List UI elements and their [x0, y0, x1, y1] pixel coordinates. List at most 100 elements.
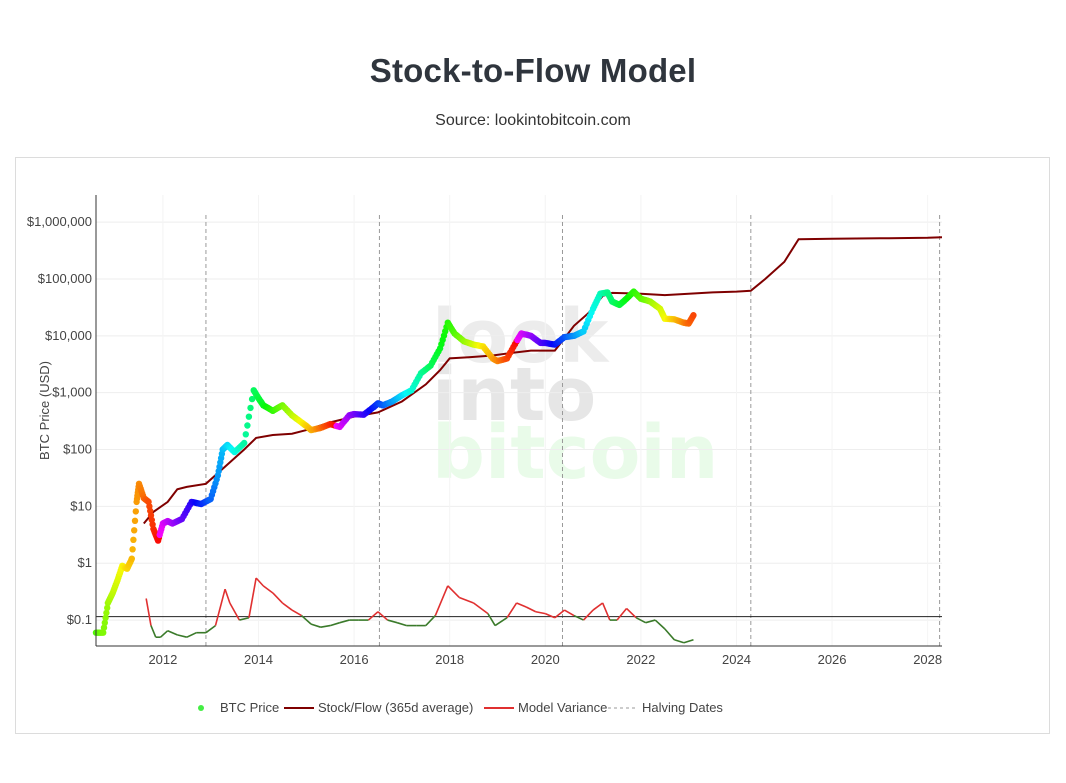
- x-tick-label: 2018: [435, 652, 464, 667]
- btc-price-point: [100, 624, 108, 631]
- series-layer: [92, 236, 943, 644]
- btc-price-point: [690, 312, 697, 319]
- btc-price-point: [103, 609, 110, 617]
- model-variance-segment: [177, 634, 188, 638]
- x-tick-label: 2012: [148, 652, 177, 667]
- model-variance-segment: [281, 602, 293, 611]
- page-title: Stock-to-Flow Model: [369, 52, 697, 89]
- btc-price-point: [241, 439, 248, 447]
- model-variance-segment: [434, 585, 449, 616]
- chart-frame: [15, 157, 1050, 734]
- y-tick-label: $10: [70, 498, 92, 513]
- model-variance-segment: [473, 602, 489, 615]
- model-variance-segment: [625, 607, 637, 619]
- x-tick-label: 2020: [531, 652, 560, 667]
- halving-lines: [205, 215, 941, 646]
- grid-lines: [96, 195, 942, 646]
- model-variance-segment: [554, 609, 565, 619]
- model-variance-segment: [487, 613, 496, 626]
- model-variance-segment: [582, 609, 594, 621]
- btc-price-point: [245, 413, 253, 420]
- model-variance-segment: [205, 624, 216, 634]
- model-variance-segment: [674, 639, 685, 644]
- x-tick-label: 2024: [722, 652, 751, 667]
- model-variance-segment: [248, 577, 257, 618]
- model-variance-segment: [635, 617, 647, 624]
- y-tick-label: $1,000,000: [27, 214, 92, 229]
- model-variance-segment: [224, 588, 231, 604]
- x-tick-label: 2016: [340, 652, 369, 667]
- model-variance-segment: [506, 602, 518, 619]
- btc-price-point: [128, 555, 135, 562]
- page-subtitle: Source: lookintobitcoin.com: [435, 112, 631, 129]
- x-tick-label: 2014: [244, 652, 273, 667]
- model-variance-segment: [255, 577, 264, 587]
- model-variance-segment: [616, 607, 628, 621]
- model-variance-segment: [291, 609, 302, 617]
- legend-label: Model Variance: [518, 700, 607, 715]
- btc-price-point: [244, 422, 251, 429]
- btc-price-point: [247, 404, 254, 412]
- model-variance-segment: [396, 621, 407, 627]
- model-variance-segment: [272, 592, 283, 604]
- btc-price-point: [129, 546, 136, 553]
- model-variance-segment: [544, 612, 556, 619]
- y-axis-title: BTC Price (USD): [37, 361, 52, 460]
- model-variance-segment: [367, 611, 379, 621]
- btc-price-point: [132, 508, 139, 515]
- legend[interactable]: BTC Price Stock/Flow (365d average) Model …: [198, 700, 723, 715]
- model-variance-segment: [516, 602, 527, 608]
- model-variance-segment: [167, 629, 178, 636]
- model-variance-segment: [229, 602, 241, 621]
- legend-label: Stock/Flow (365d average): [318, 700, 473, 715]
- model-variance-segment: [564, 609, 575, 617]
- model-variance-segment: [573, 614, 584, 621]
- model-variance-segment: [145, 598, 152, 626]
- watermark: lookintobitcoin: [432, 294, 718, 496]
- model-variance-segment: [320, 624, 331, 628]
- x-tick-label: 2022: [626, 652, 655, 667]
- btc-price-point: [102, 614, 109, 621]
- btc-price-point: [104, 604, 111, 612]
- y-tick-label: $1: [78, 555, 92, 570]
- model-variance-segment: [458, 596, 474, 604]
- model-variance-segment: [150, 625, 157, 638]
- model-variance-segment: [310, 623, 321, 628]
- model-variance-segment: [387, 619, 398, 624]
- watermark-word: bitcoin: [432, 410, 718, 496]
- y-tick-label: $100,000: [38, 271, 92, 286]
- x-tick-label: 2026: [818, 652, 847, 667]
- model-variance-segment: [377, 611, 389, 621]
- btc-price-point: [131, 527, 138, 534]
- y-tick-label: $10,000: [45, 328, 92, 343]
- model-variance-segment: [592, 602, 604, 611]
- axes: $0.1 $1 $10 $100 $1,000 $10,000 $100,000 $1,000…: [27, 195, 942, 667]
- btc-price-point: [101, 619, 109, 626]
- btc-price-point: [131, 517, 139, 524]
- model-variance-segment: [654, 619, 666, 630]
- legend-label: BTC Price: [220, 700, 279, 715]
- y-tick-label: $1,000: [52, 385, 92, 400]
- model-variance-segment: [683, 639, 694, 644]
- legend-label: Halving Dates: [642, 700, 723, 715]
- model-variance-segment: [645, 619, 656, 624]
- y-tick-label: $100: [63, 442, 92, 457]
- model-variance-segment: [664, 628, 675, 641]
- model-variance-segment: [214, 588, 226, 626]
- model-variance-segment: [262, 585, 274, 594]
- model-variance-segment: [535, 610, 546, 615]
- model-variance-segment: [494, 617, 508, 627]
- model-variance-segment: [329, 621, 340, 627]
- model-variance-segment: [601, 602, 611, 621]
- y-tick-label: $0.1: [67, 612, 92, 627]
- x-tick-label: 2028: [913, 652, 942, 667]
- model-variance-segment: [300, 614, 312, 625]
- watermark-word: into: [432, 352, 596, 438]
- btc-price-point: [100, 629, 107, 636]
- model-variance-segment: [525, 606, 537, 613]
- model-variance-segment: [239, 616, 250, 621]
- model-variance-segment: [425, 615, 436, 627]
- btc-price-point: [130, 536, 137, 543]
- model-variance-segment: [186, 631, 197, 638]
